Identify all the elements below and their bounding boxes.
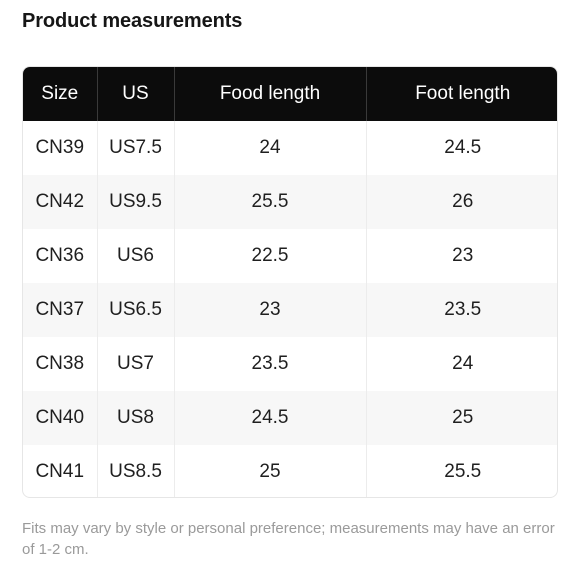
cell-us: US7 — [97, 337, 175, 391]
cell-foot-length: 25 — [452, 407, 474, 428]
table-row: CN38 US7 23.5 24 — [23, 337, 557, 391]
table-row: CN36 US6 22.5 23 — [23, 229, 557, 283]
header-foot-length: Foot length — [415, 83, 511, 104]
cell-size: CN36 — [23, 229, 98, 283]
cell-foot-length: 24.5 — [444, 137, 482, 158]
table-row: CN39 US7.5 24 24.5 — [23, 121, 557, 175]
cell-foot-length: 26 — [452, 191, 474, 212]
table-row: CN40 US8 24.5 25 — [23, 391, 557, 445]
cell-food-length: 24.5 — [174, 391, 367, 445]
cell-foot-length: 23.5 — [444, 299, 482, 320]
cell-food-length: 25 — [174, 445, 367, 497]
cell-size: CN39 — [23, 121, 98, 175]
header-us: US — [97, 67, 175, 121]
cell-us: US6.5 — [97, 283, 175, 337]
cell-food-length: 22.5 — [174, 229, 367, 283]
table-row: CN41 US8.5 25 25.5 — [23, 445, 557, 497]
cell-us: US7.5 — [97, 121, 175, 175]
cell-food-length: 25.5 — [174, 175, 367, 229]
cell-us: US9.5 — [97, 175, 175, 229]
cell-us: US8 — [97, 391, 175, 445]
cell-food-length: 23 — [174, 283, 367, 337]
page-title: Product measurements — [22, 10, 243, 32]
table-row: CN37 US6.5 23 23.5 — [23, 283, 557, 337]
cell-size: CN40 — [23, 391, 98, 445]
cell-food-length: 23.5 — [174, 337, 367, 391]
table-body: CN39 US7.5 24 24.5 CN42 US9.5 25.5 26 CN… — [23, 121, 557, 497]
cell-foot-length: 24 — [452, 353, 474, 374]
cell-foot-length: 25.5 — [444, 461, 482, 482]
cell-size: CN41 — [23, 445, 98, 497]
cell-size: CN37 — [23, 283, 98, 337]
header-food-length: Food length — [174, 67, 367, 121]
cell-food-length: 24 — [174, 121, 367, 175]
cell-us: US6 — [97, 229, 175, 283]
measurement-disclaimer: Fits may vary by style or personal prefe… — [22, 520, 555, 558]
size-table: Size US Food length Foot length CN39 US7… — [23, 67, 557, 497]
table-header: Size US Food length Foot length — [23, 67, 557, 121]
cell-foot-length: 23 — [452, 245, 474, 266]
header-size: Size — [23, 67, 98, 121]
cell-size: CN42 — [23, 175, 98, 229]
table-row: CN42 US9.5 25.5 26 — [23, 175, 557, 229]
table-header-row: Size US Food length Foot length — [23, 67, 557, 121]
size-table-container: Size US Food length Foot length CN39 US7… — [22, 66, 558, 498]
cell-us: US8.5 — [97, 445, 175, 497]
cell-size: CN38 — [23, 337, 98, 391]
